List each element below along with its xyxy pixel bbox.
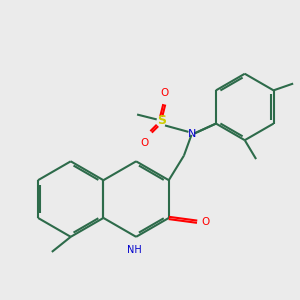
Text: S: S [157, 114, 166, 128]
Text: N: N [188, 129, 196, 139]
Text: NH: NH [127, 245, 142, 255]
Text: O: O [140, 138, 148, 148]
Text: O: O [160, 88, 168, 98]
Text: O: O [202, 217, 210, 227]
